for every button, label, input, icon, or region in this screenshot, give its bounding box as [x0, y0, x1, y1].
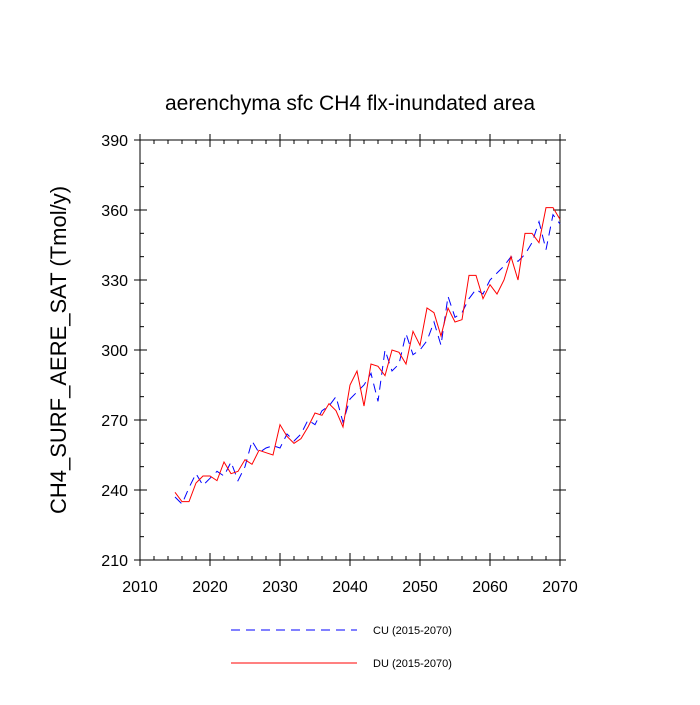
- y-axis-label: CH4_SURF_AERE_SAT (Tmol/y): [46, 186, 71, 514]
- y-tick-label: 390: [101, 133, 128, 150]
- axis-ticks: 2010 2020 2030 2040 2050 2060 2070 210 240 270 300…: [101, 133, 578, 596]
- y-tick-label: 240: [101, 483, 128, 500]
- chart-title: aerenchyma sfc CH4 flx-inundated area: [165, 92, 535, 115]
- y-tick-label: 360: [101, 203, 128, 220]
- y-tick-label: 210: [101, 553, 128, 570]
- x-tick-label: 2030: [262, 579, 298, 596]
- series-line-du: [174, 207, 561, 503]
- plot-area-frame: [139, 139, 561, 561]
- series-lines: [174, 207, 561, 505]
- x-tick-label: 2070: [542, 579, 578, 596]
- legend: CU (2015-2070) DU (2015-2070): [231, 625, 452, 670]
- x-tick-label: 2060: [472, 579, 508, 596]
- y-tick-label: 270: [101, 413, 128, 430]
- x-tick-label: 2010: [122, 579, 158, 596]
- series-line-cu: [174, 213, 561, 505]
- x-tick-label: 2040: [332, 579, 368, 596]
- legend-label: CU (2015-2070): [373, 625, 452, 637]
- y-tick-label: 330: [101, 273, 128, 290]
- y-tick-label: 300: [101, 343, 128, 360]
- legend-label: DU (2015-2070): [373, 658, 452, 670]
- x-tick-label: 2020: [192, 579, 228, 596]
- x-tick-label: 2050: [402, 579, 438, 596]
